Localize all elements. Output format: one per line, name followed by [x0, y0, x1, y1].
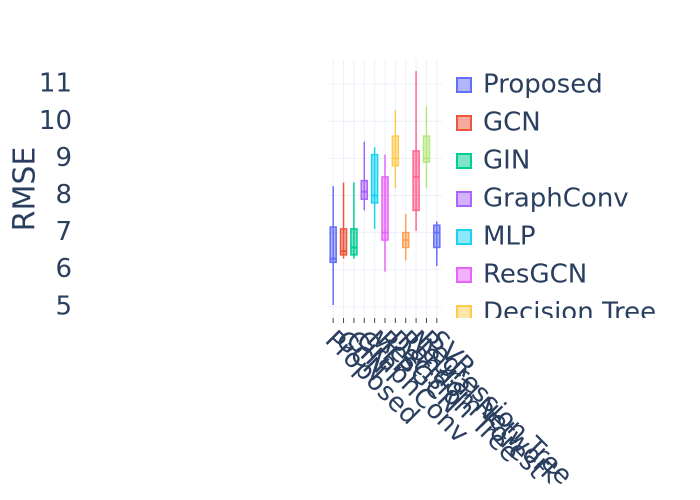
y-axis-title: RMSE: [8, 147, 43, 232]
box: [360, 179, 369, 200]
legend-swatch: [456, 267, 472, 283]
legend-label: GraphConv: [483, 184, 629, 214]
legend-swatch: [456, 229, 472, 245]
legend-label: Proposed: [483, 70, 603, 100]
legend-label: Random Forest: [483, 336, 679, 366]
legend-label: Decision Tree: [483, 298, 656, 328]
legend-label: ResGCN: [483, 260, 587, 290]
plot-area: [329, 71, 441, 306]
box: [422, 135, 431, 163]
legend-swatch: [456, 77, 472, 93]
legend-swatch: [456, 191, 472, 207]
legend-swatch: [456, 153, 472, 169]
box: [329, 226, 337, 264]
y-tick-label: 5: [55, 291, 72, 321]
legend-swatch: [456, 115, 472, 131]
box: [381, 176, 389, 241]
box: [433, 224, 441, 249]
legend-label: GCN: [483, 108, 541, 138]
legend-swatch: [456, 305, 472, 318]
legend-label: Neural Network: [483, 374, 686, 404]
box: [339, 228, 348, 256]
legend-label: MLP: [483, 222, 536, 252]
y-tick-label: 9: [55, 143, 72, 173]
y-tick-label: 10: [39, 106, 72, 136]
box: [370, 153, 379, 204]
legend-label: GIN: [483, 146, 530, 176]
box: [391, 135, 400, 167]
y-tick-label: 8: [55, 180, 72, 210]
y-tick-label: 6: [55, 254, 72, 284]
legend: Proposed GCN GIN GraphConv MLP ResGCN Decision…: [456, 70, 686, 472]
y-tick-label: 7: [55, 217, 72, 247]
box: [412, 150, 420, 212]
box: [350, 228, 358, 256]
legend-swatch: [457, 458, 471, 472]
y-tick-label: 11: [39, 69, 72, 99]
